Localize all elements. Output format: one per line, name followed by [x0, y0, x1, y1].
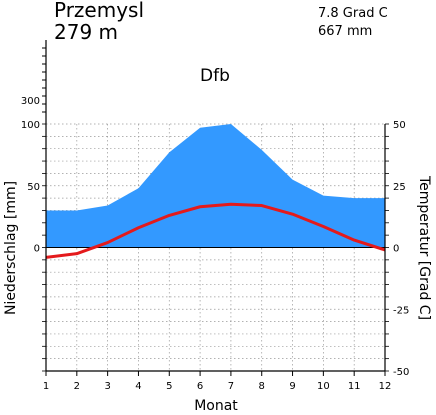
x-tick-label: 1 — [43, 381, 49, 392]
axes — [42, 40, 389, 376]
station-name: Przemysl — [54, 0, 144, 22]
x-tick-label: 8 — [259, 381, 265, 392]
x-tick-label: 2 — [74, 381, 80, 392]
station-elevation: 279 m — [54, 20, 118, 44]
right-tick-label: 0 — [393, 244, 399, 255]
right-tick-label: -50 — [393, 367, 409, 378]
left-tick-label: 50 — [27, 182, 40, 193]
right-tick-label: -25 — [393, 305, 409, 316]
x-tick-label: 9 — [289, 381, 295, 392]
right-tick-label: 50 — [393, 120, 406, 131]
mean-temperature: 7.8 Grad C — [318, 6, 388, 21]
x-tick-label: 4 — [135, 381, 141, 392]
climate-classification: Dfb — [200, 66, 230, 86]
annual-precipitation: 667 mm — [318, 24, 372, 39]
left-tick-label: 0 — [34, 244, 40, 255]
x-axis-label: Monat — [194, 398, 238, 414]
x-tick-label: 6 — [197, 381, 203, 392]
x-tick-label: 3 — [104, 381, 110, 392]
x-tick-label: 7 — [228, 381, 234, 392]
right-tick-label: 25 — [393, 182, 406, 193]
x-tick-label: 10 — [317, 381, 330, 392]
left-tick-label: 100 — [21, 120, 40, 131]
left-tick-label: 300 — [21, 96, 40, 107]
right-axis-label: Temperatur [Grad C] — [416, 175, 432, 320]
x-tick-label: 5 — [166, 381, 172, 392]
left-axis-label: Niederschlag [mm] — [3, 181, 19, 315]
x-tick-label: 12 — [379, 381, 392, 392]
x-tick-label: 11 — [348, 381, 361, 392]
temperature-line — [45, 202, 386, 259]
